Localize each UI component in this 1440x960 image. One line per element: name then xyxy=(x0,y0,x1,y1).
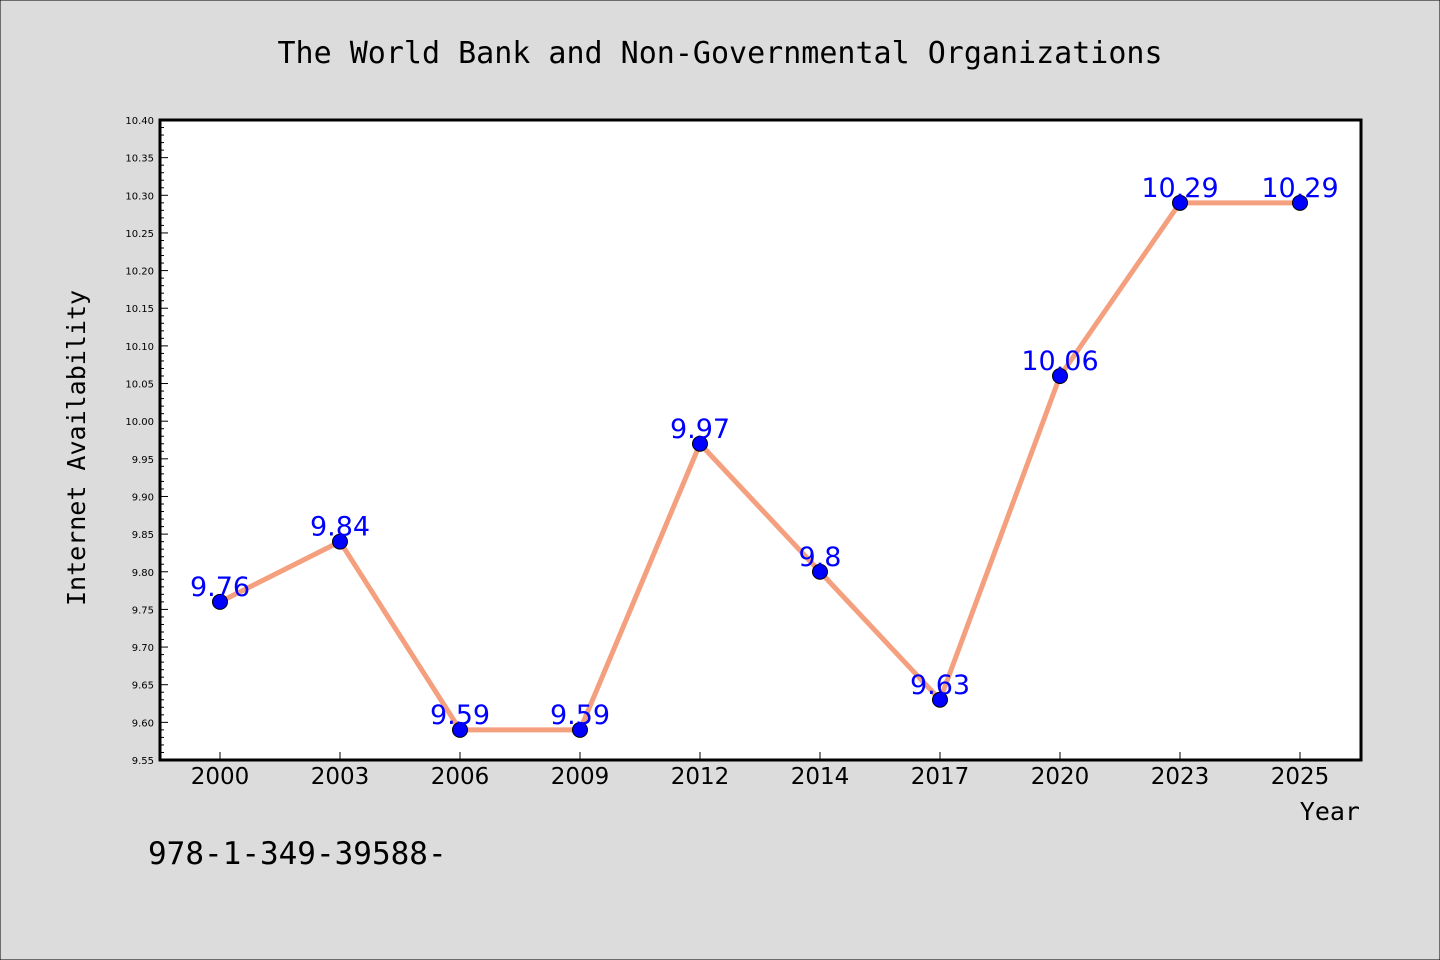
data-labels: 9.76 9.84 9.59 9.59 9.97 9.8 9.63 10.06 10.29 10.… xyxy=(190,173,1339,731)
x-tick-label: 2023 xyxy=(1151,764,1210,790)
data-point xyxy=(212,593,228,610)
y-axis-label: Internet Availability xyxy=(62,290,91,606)
x-tick-label: 2020 xyxy=(1031,764,1090,790)
x-tick-label: 2006 xyxy=(431,764,490,790)
data-label: 9.63 xyxy=(910,670,970,701)
data-point xyxy=(1292,194,1308,211)
x-axis-label: Year xyxy=(1300,797,1360,826)
y-tick-label: 10.00 xyxy=(125,417,154,428)
y-tick-label: 10.35 xyxy=(125,154,154,165)
plot-frame xyxy=(158,118,1363,762)
data-label: 9.84 xyxy=(310,512,370,543)
data-label: 9.76 xyxy=(190,572,250,603)
y-tick-label: 9.80 xyxy=(132,568,154,579)
x-tick-label: 2012 xyxy=(671,764,730,790)
x-tick-label: 2003 xyxy=(311,764,370,790)
data-point xyxy=(812,563,828,580)
data-label: 9.97 xyxy=(670,414,730,445)
x-tick-label: 2009 xyxy=(551,764,610,790)
y-tick-label: 10.05 xyxy=(125,380,154,391)
y-tick-label: 9.95 xyxy=(132,455,154,466)
x-tick-label: 2025 xyxy=(1271,764,1330,790)
x-tick-label: 2000 xyxy=(191,764,250,790)
y-tick-label: 9.70 xyxy=(132,643,154,654)
data-point xyxy=(572,721,588,738)
data-label: 10.06 xyxy=(1021,346,1098,377)
data-point xyxy=(332,533,348,550)
y-tick-label: 9.60 xyxy=(132,718,154,729)
data-point xyxy=(692,435,708,452)
data-markers xyxy=(212,194,1308,738)
series-line xyxy=(217,200,1303,733)
x-tick-label: 2017 xyxy=(911,764,970,790)
y-tick-label: 9.85 xyxy=(132,530,154,541)
footnote: 978-1-349-39588- xyxy=(148,836,447,872)
y-tick-label: 10.15 xyxy=(125,304,154,315)
data-label: 9.59 xyxy=(430,700,490,731)
plot-area xyxy=(160,120,1361,760)
x-axis-ticks: 2000 2003 2006 2009 2012 2014 2017 2020 2023 2025 xyxy=(191,752,1330,790)
data-label: 9.8 xyxy=(799,542,842,573)
y-tick-label: 9.75 xyxy=(132,605,154,616)
data-label: 10.29 xyxy=(1141,173,1218,204)
y-axis-ticks: 9.55 9.60 9.65 9.70 9.75 9.80 9.85 9.90 9.95 10.0… xyxy=(125,116,168,767)
y-tick-label: 10.40 xyxy=(125,116,154,127)
y-tick-label: 10.10 xyxy=(125,342,154,353)
data-point xyxy=(452,721,468,738)
y-tick-label: 9.55 xyxy=(132,756,154,767)
data-point xyxy=(1052,368,1068,384)
y-tick-label: 10.25 xyxy=(125,229,154,240)
y-tick-label: 10.20 xyxy=(125,267,154,278)
y-tick-label: 10.30 xyxy=(125,191,154,202)
x-tick-label: 2014 xyxy=(791,764,850,790)
data-label: 10.29 xyxy=(1261,173,1338,204)
y-tick-label: 9.65 xyxy=(132,681,154,692)
y-tick-label: 9.90 xyxy=(132,492,154,503)
data-point xyxy=(1172,194,1188,211)
chart-title: The World Bank and Non-Governmental Orga… xyxy=(277,36,1162,71)
data-point xyxy=(932,691,948,708)
data-label: 9.59 xyxy=(550,700,610,731)
